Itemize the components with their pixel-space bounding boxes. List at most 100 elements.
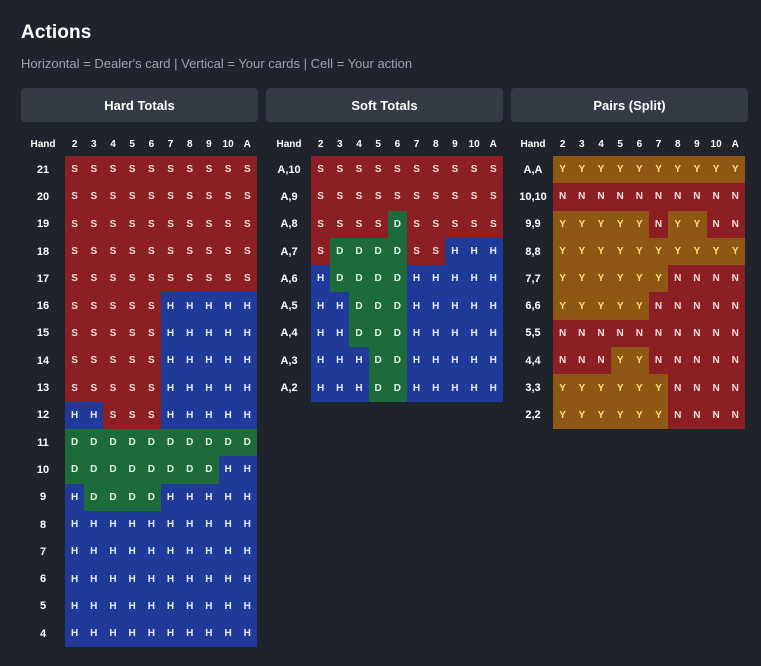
hand-header: Hand xyxy=(30,138,56,150)
action-cell: D xyxy=(237,428,257,457)
action-cell: D xyxy=(103,456,123,484)
action-cell: S xyxy=(180,183,200,211)
action-cell: Y xyxy=(668,237,688,266)
hand-label: 15 xyxy=(36,327,50,340)
action-cell: H xyxy=(199,538,219,566)
action-cell: H xyxy=(426,265,446,293)
action-cell: H xyxy=(483,347,503,375)
hand-label: A,3 xyxy=(280,354,298,367)
dealer-card-header: 6 xyxy=(636,138,643,150)
action-cell: H xyxy=(426,374,446,402)
action-cell: Y xyxy=(591,156,611,184)
hand-label: A,4 xyxy=(280,327,298,340)
action-cell: D xyxy=(84,483,104,511)
action-cell: D xyxy=(218,428,238,457)
pairs-table: Hand 2 3 4 5 6 7 8 9 10 A A,A Y Y Y Y Y Y Y Y Y Y 10,10 N N N N N N N… xyxy=(513,132,745,429)
action-cell: H xyxy=(160,592,181,621)
tab-soft-totals[interactable]: Soft Totals xyxy=(266,88,503,122)
action-cell: H xyxy=(464,374,484,402)
action-cell: S xyxy=(160,265,181,293)
action-cell: H xyxy=(180,592,200,621)
hand-label: 19 xyxy=(36,218,50,231)
action-cell: S xyxy=(330,183,350,211)
action-cell: D xyxy=(387,237,407,266)
action-cell: H xyxy=(199,374,219,402)
action-cell: D xyxy=(368,265,388,293)
action-cell: N xyxy=(668,347,688,375)
action-cell: S xyxy=(141,210,161,238)
action-cell: N xyxy=(706,374,726,402)
action-cell: D xyxy=(330,265,350,293)
action-cell: H xyxy=(65,620,85,648)
action-cell: Y xyxy=(610,401,630,429)
action-cell: S xyxy=(237,156,257,184)
action-cell: H xyxy=(65,538,85,566)
action-cell: H xyxy=(199,510,219,539)
action-cell: D xyxy=(103,483,123,511)
action-cell: N xyxy=(572,347,592,375)
action-cell: H xyxy=(160,538,181,566)
action-cell: H xyxy=(180,292,200,320)
action-cell: S xyxy=(218,156,238,184)
action-cell: S xyxy=(84,156,104,184)
action-cell: S xyxy=(237,183,257,211)
action-cell: D xyxy=(180,428,200,457)
action-cell: H xyxy=(237,620,257,648)
action-cell: S xyxy=(311,210,331,238)
hand-label: 16 xyxy=(36,300,50,313)
action-cell: H xyxy=(141,592,161,621)
action-cell: H xyxy=(103,620,123,648)
hand-label: A,8 xyxy=(280,218,298,231)
action-cell: H xyxy=(406,319,427,348)
action-cell: H xyxy=(218,319,238,348)
action-cell: N xyxy=(725,210,745,238)
dealer-card-header: 7 xyxy=(167,138,174,150)
action-cell: S xyxy=(426,183,446,211)
action-cell: N xyxy=(706,401,726,429)
action-cell: H xyxy=(199,401,219,429)
hand-label: 8,8 xyxy=(525,245,541,258)
action-cell: Y xyxy=(553,292,573,320)
tab-pairs-split[interactable]: Pairs (Split) xyxy=(511,88,748,122)
soft-totals-table: Hand 2 3 4 5 6 7 8 9 10 A A,10 S S S S S S S S S S A,9 S S S S S S S S… xyxy=(267,132,503,402)
hand-label: 5,5 xyxy=(525,327,541,340)
action-cell: H xyxy=(483,292,503,320)
dealer-card-header: 6 xyxy=(148,138,155,150)
action-cell: N xyxy=(648,319,669,348)
action-cell: S xyxy=(84,183,104,211)
action-cell: H xyxy=(406,374,427,402)
dealer-card-header: 9 xyxy=(694,138,700,150)
action-cell: Y xyxy=(591,292,611,320)
action-cell: H xyxy=(65,565,85,593)
action-cell: H xyxy=(237,456,257,484)
action-cell: S xyxy=(368,156,388,184)
action-cell: D xyxy=(387,210,407,238)
action-cell: N xyxy=(706,210,726,238)
action-cell: S xyxy=(103,319,123,348)
action-cell: H xyxy=(199,347,219,375)
action-cell: S xyxy=(65,210,85,238)
action-cell: N xyxy=(725,265,745,293)
action-cell: H xyxy=(483,237,503,266)
action-cell: S xyxy=(237,265,257,293)
hand-label: 4,4 xyxy=(525,354,541,367)
action-cell: S xyxy=(349,210,369,238)
hand-header: Hand xyxy=(520,138,546,150)
hand-label: 7,7 xyxy=(525,272,541,285)
action-cell: S xyxy=(180,237,200,266)
action-cell: H xyxy=(122,510,142,539)
action-cell: N xyxy=(553,183,573,211)
hand-label: A,10 xyxy=(277,163,301,176)
hand-label: 9,9 xyxy=(525,218,541,231)
tab-hard-totals[interactable]: Hard Totals xyxy=(21,88,258,122)
action-cell: H xyxy=(122,565,142,593)
action-cell: Y xyxy=(610,237,630,266)
action-cell: S xyxy=(122,347,142,375)
hand-label: 8 xyxy=(39,518,47,531)
action-cell: S xyxy=(199,183,219,211)
action-cell: Y xyxy=(725,156,745,184)
action-cell: N xyxy=(687,319,707,348)
action-cell: Y xyxy=(725,237,745,266)
action-cell: N xyxy=(610,319,630,348)
action-cell: H xyxy=(237,319,257,348)
